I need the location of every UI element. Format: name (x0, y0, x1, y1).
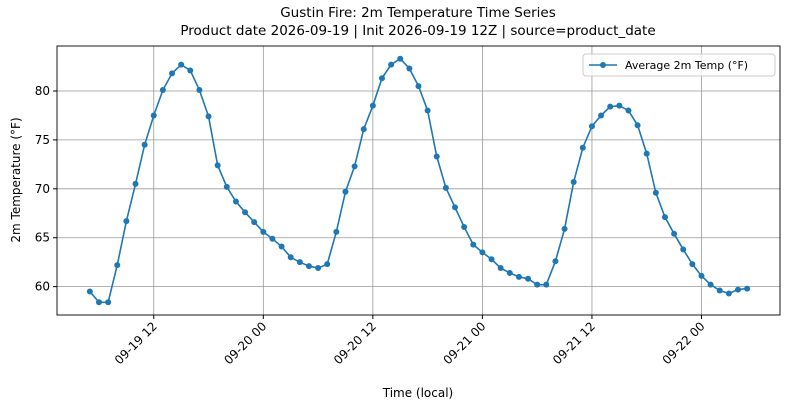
data-point (324, 261, 331, 268)
data-point (561, 225, 568, 232)
data-point (634, 122, 641, 129)
y-tick-label: 80 (35, 84, 50, 98)
legend: Average 2m Temp (°F) (582, 53, 776, 77)
data-point (296, 259, 303, 266)
data-point (123, 218, 130, 225)
legend-label: Average 2m Temp (°F) (625, 59, 748, 72)
data-point (725, 290, 732, 297)
data-point (515, 273, 522, 280)
data-point (579, 144, 586, 151)
data-point (86, 288, 93, 295)
data-point (251, 219, 258, 226)
data-point (698, 272, 705, 279)
data-point (534, 281, 541, 288)
data-point (196, 87, 203, 94)
data-point (388, 61, 395, 68)
data-point (744, 285, 751, 292)
data-point (397, 55, 404, 62)
data-point (150, 112, 157, 119)
data-point (661, 214, 668, 221)
data-point (260, 228, 267, 235)
y-tick-label: 70 (35, 182, 50, 196)
data-point (479, 249, 486, 256)
data-point (707, 281, 714, 288)
y-tick-label: 75 (35, 133, 50, 147)
data-point (132, 180, 139, 187)
data-point (95, 299, 102, 306)
data-point (735, 286, 742, 293)
data-point (588, 123, 595, 130)
data-point (689, 261, 696, 268)
data-point (369, 102, 376, 109)
data-point (543, 281, 550, 288)
data-point (351, 163, 358, 170)
y-tick-label: 60 (35, 280, 50, 294)
chart-subtitle: Product date 2026-09-19 | Init 2026-09-1… (180, 23, 655, 39)
data-point (525, 275, 532, 282)
data-point (415, 83, 422, 90)
data-point (232, 198, 239, 205)
data-point (242, 209, 249, 216)
data-point (680, 246, 687, 253)
data-point (333, 228, 340, 235)
data-point (598, 112, 605, 119)
data-point (461, 223, 468, 230)
data-point (287, 254, 294, 261)
data-point (378, 75, 385, 82)
x-tick-label: 09-21 00 (440, 319, 488, 367)
legend-marker (600, 62, 606, 68)
data-point (214, 162, 221, 169)
data-point (360, 126, 367, 133)
data-point (187, 67, 194, 74)
data-point (671, 230, 678, 237)
data-point (570, 178, 577, 185)
data-point (497, 265, 504, 272)
data-point (506, 269, 513, 276)
data-point (552, 258, 559, 265)
data-point (342, 188, 349, 195)
data-point (616, 102, 623, 109)
data-point (178, 61, 185, 68)
data-point (643, 150, 650, 157)
data-point (452, 204, 459, 211)
data-point (141, 141, 148, 148)
data-point (607, 103, 614, 110)
data-point (223, 183, 230, 190)
chart-title: Gustin Fire: 2m Temperature Time Series (280, 5, 556, 21)
data-point (625, 107, 632, 114)
x-tick-label: 09-21 12 (550, 319, 598, 367)
data-point (315, 265, 322, 272)
data-point (470, 241, 477, 248)
y-tick-label: 65 (35, 231, 50, 245)
x-tick-label: 09-20 00 (221, 319, 269, 367)
data-point (406, 65, 413, 72)
data-point (424, 107, 431, 114)
data-point (159, 87, 166, 94)
data-point (652, 189, 659, 196)
data-line (89, 57, 748, 304)
plot-frame (56, 45, 781, 316)
data-point (169, 70, 176, 77)
data-point (278, 243, 285, 250)
x-tick-label: 09-20 12 (331, 319, 379, 367)
data-point (716, 287, 723, 294)
data-point (305, 263, 312, 270)
data-point (433, 153, 440, 160)
legend-box (582, 53, 776, 77)
x-tick-label: 09-22 00 (660, 319, 708, 367)
data-point (442, 184, 449, 191)
data-point (205, 113, 212, 120)
data-point (269, 235, 276, 242)
data-point (105, 299, 112, 306)
x-tick-label: 09-19 12 (112, 319, 160, 367)
y-axis-label: 2m Temperature (°F) (9, 117, 23, 242)
data-point (488, 256, 495, 263)
data-point (114, 262, 121, 269)
x-axis-label: Time (local) (382, 386, 454, 400)
